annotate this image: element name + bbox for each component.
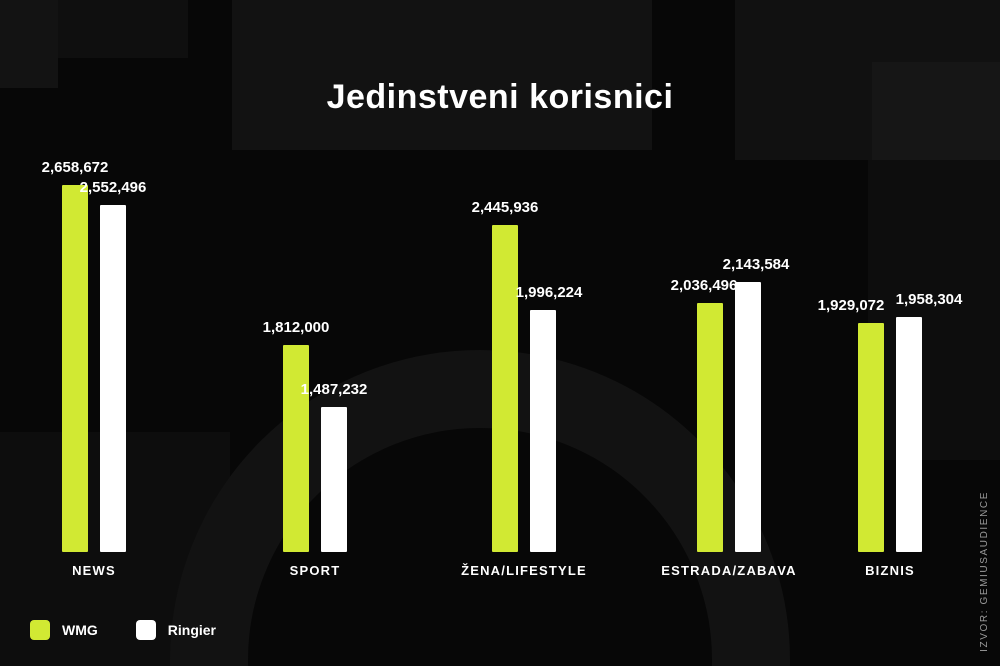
bar-ringier-biznis [896, 317, 922, 552]
legend-label-wmg: WMG [62, 622, 98, 638]
bar-value-label: 2,036,496 [670, 277, 738, 294]
bar-value-label: 1,958,304 [895, 291, 963, 308]
bar-value-label: 1,812,000 [262, 319, 330, 336]
bar-ringier-sport [321, 407, 347, 552]
bar-ringier-estrada-zabava [735, 282, 761, 552]
category-label: NEWS [72, 563, 116, 578]
category-label: ESTRADA/ZABAVA [661, 563, 797, 578]
bar-value-label: 2,445,936 [471, 199, 539, 216]
bar-wmg-biznis [858, 323, 884, 552]
bar-wmg-estrada-zabava [697, 303, 723, 552]
page-title: Jedinstveni korisnici [326, 78, 674, 116]
bar-value-label: 1,996,224 [515, 284, 583, 301]
category-label: BIZNIS [865, 563, 915, 578]
legend-item-wmg: WMG [30, 620, 98, 640]
category-label: ŽENA/LIFESTYLE [461, 563, 587, 578]
bar-value-label: 2,552,496 [79, 179, 147, 196]
bar-value-label: 1,487,232 [300, 381, 368, 398]
bar-ringier-news [100, 205, 126, 552]
legend-swatch-wmg [30, 620, 50, 640]
category-label: SPORT [289, 563, 341, 578]
bar-value-label: 2,143,584 [722, 256, 790, 273]
bar-wmg-news [62, 185, 88, 552]
legend: WMG Ringier [30, 620, 216, 640]
bar-wmg-sport [283, 345, 309, 552]
bar-value-label: 1,929,072 [817, 297, 885, 314]
source-note: IZVOR: GEMIUSAUDIENCE [979, 491, 990, 652]
legend-item-ringier: Ringier [135, 620, 216, 640]
bar-ringier--ena-lifestyle [530, 310, 556, 552]
bar-value-label: 2,658,672 [41, 159, 109, 176]
legend-label-ringier: Ringier [167, 622, 216, 638]
legend-swatch-ringier [135, 620, 156, 640]
bar-wmg--ena-lifestyle [492, 225, 518, 552]
